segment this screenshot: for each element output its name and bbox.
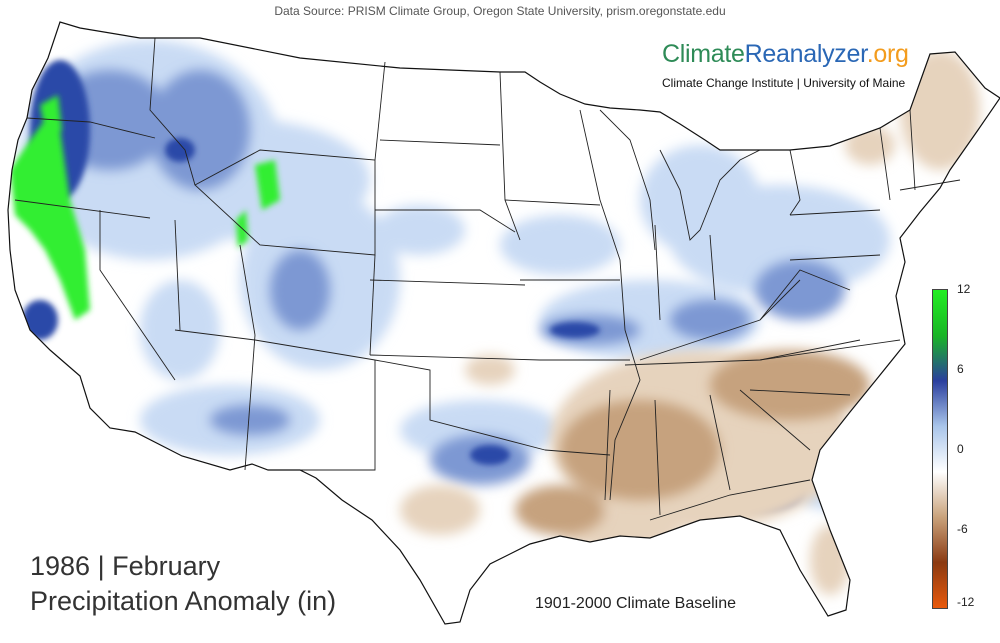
map-title-date: 1986 | February <box>30 551 221 581</box>
ok-tx-border <box>374 359 546 451</box>
tx-nm-border <box>300 360 376 471</box>
wet-moderate-areas <box>50 70 845 485</box>
pa-md-border <box>789 254 881 261</box>
ks-ok-border <box>369 354 541 361</box>
il-in-border <box>654 224 661 321</box>
ut-co-border <box>239 244 256 336</box>
ga-sc-border <box>739 389 811 451</box>
scale-tick-label: 6 <box>957 362 964 376</box>
nv-ut-border <box>174 219 181 331</box>
scale-tick-label: 12 <box>957 282 971 296</box>
mt-dakotas-border <box>374 61 386 161</box>
logo-part-org: .org <box>866 40 909 68</box>
logo-part-climate: Climate <box>662 40 745 68</box>
nc-sc-border <box>749 389 851 396</box>
us-outline <box>7 21 1000 625</box>
ne-ks-border <box>369 279 526 286</box>
state-boundaries <box>14 37 961 521</box>
climate-reanalyzer-logo[interactable]: ClimateReanalyzer.org <box>662 40 909 69</box>
sd-ne-border <box>375 209 516 233</box>
mississippi-river <box>579 109 641 501</box>
va-nc-border <box>759 339 901 361</box>
color-scale-bar <box>932 289 948 609</box>
scale-tick-label: -6 <box>957 522 968 536</box>
wv-va-border <box>759 269 851 321</box>
ca-az-border <box>174 329 376 361</box>
nd-sd-border <box>379 139 501 146</box>
wi-mi-border <box>599 109 656 251</box>
wy-border <box>194 149 376 256</box>
fl-border <box>649 479 811 521</box>
id-mt-border <box>149 37 196 186</box>
ohio-river <box>639 279 801 361</box>
co-ks-border <box>369 254 376 356</box>
new-england-borders <box>879 109 961 201</box>
wet-extreme-areas <box>10 95 280 320</box>
mn-ia-border <box>504 199 601 206</box>
al-ga-border <box>709 394 731 491</box>
pa-ny-border <box>789 209 881 216</box>
ms-al-border <box>654 399 661 516</box>
logo-part-reanalyzer: Reanalyzer <box>744 40 867 68</box>
la-ms-border <box>604 389 611 501</box>
institution-tagline: Climate Change Institute | University of… <box>662 76 906 90</box>
baseline-label: 1901-2000 Climate Baseline <box>535 595 737 612</box>
or-ca-nv-line <box>14 199 151 219</box>
map-title-variable: Precipitation Anomaly (in) <box>30 586 337 616</box>
ar-la-border <box>544 449 611 456</box>
scale-tick-label: -12 <box>957 595 975 609</box>
dry-moderate-areas <box>515 350 870 535</box>
ca-nv-border <box>99 210 176 381</box>
scale-tick-label: 0 <box>957 442 964 456</box>
az-nm-border <box>244 334 256 471</box>
in-oh-border <box>709 234 716 301</box>
data-source-text: Data Source: PRISM Climate Group, Oregon… <box>274 4 726 18</box>
great-lakes-shore <box>659 149 801 241</box>
wa-or-border <box>26 117 156 139</box>
